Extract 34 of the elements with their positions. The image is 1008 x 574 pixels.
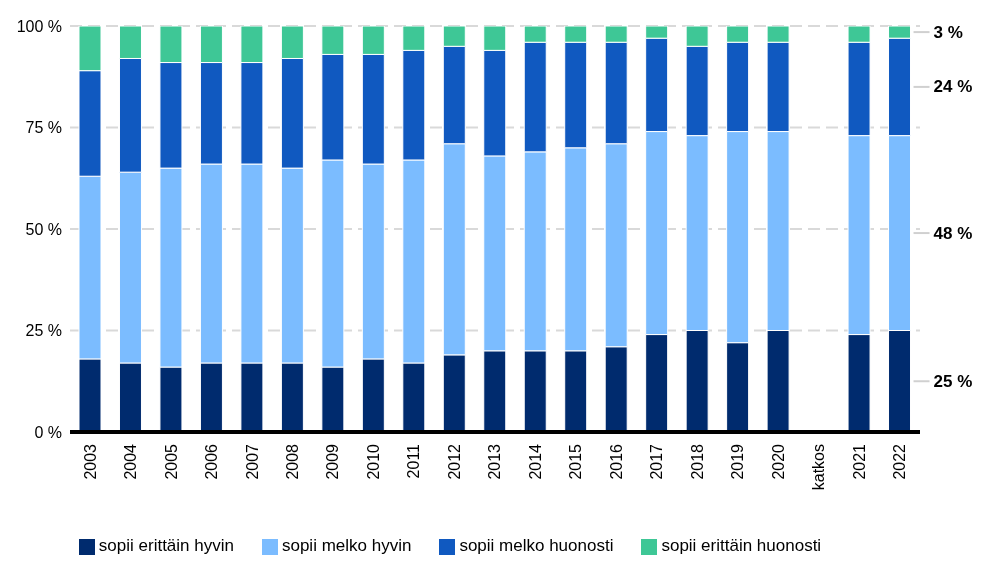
data-label: 48 % [933,223,973,243]
x-tick-label: 2016 [607,443,625,480]
data-label: 25 % [933,371,973,391]
legend-label: sopii melko hyvin [281,536,412,555]
x-tick-label: 2011 [405,443,423,479]
x-tick-label: 2022 [891,443,909,480]
legend-label: sopii melko huonosti [459,536,614,555]
data-label: 3 % [933,22,963,42]
y-tick-label: 50 % [25,220,62,238]
legend-label: sopii erittäin huonosti [661,536,822,555]
x-tick-label: 2013 [486,443,504,480]
data-label: 24 % [933,77,973,97]
y-tick-label: 75 % [25,119,62,137]
x-tick-label: 2021 [850,443,868,480]
legend-label: sopii erittäin hyvin [98,536,234,555]
x-tick-label: 2017 [648,443,666,480]
y-tick-label: 0 % [34,423,62,441]
x-tick-label: 2005 [162,443,180,480]
x-tick-label: 2014 [526,443,544,480]
x-tick-label: 2020 [769,443,787,480]
x-tick-label: 2009 [324,443,342,480]
x-tick-label: 2018 [688,443,706,480]
x-tick-label: katkos [810,444,828,491]
x-tick-label: 2006 [203,443,221,480]
y-tick-label: 100 % [16,17,62,35]
x-tick-label: 2015 [567,443,585,480]
x-tick-label: 2008 [283,443,301,480]
x-tick-label: 2007 [243,443,261,480]
x-tick-label: 2003 [81,443,99,480]
x-tick-label: 2010 [364,443,382,480]
x-tick-label: 2019 [729,443,747,480]
x-tick-label: 2012 [445,443,463,480]
x-tick-label: 2004 [122,443,140,480]
y-tick-label: 25 % [25,322,62,340]
